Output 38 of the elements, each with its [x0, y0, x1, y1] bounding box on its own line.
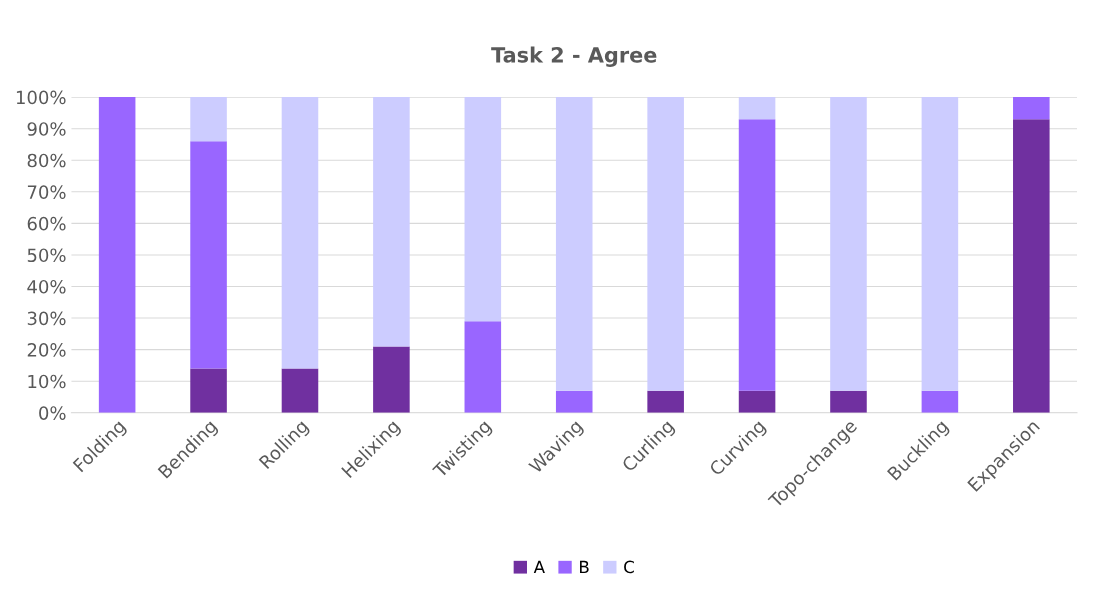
legend-label: A	[533, 560, 545, 573]
bar	[738, 390, 776, 413]
bar	[1013, 119, 1050, 413]
bar	[921, 97, 959, 391]
y-tick-label: 60%	[27, 216, 66, 231]
bar	[738, 97, 776, 120]
y-tick-label: 10%	[28, 374, 66, 389]
bar	[373, 97, 410, 347]
bar	[830, 97, 867, 391]
y-tick-label: 80%	[27, 153, 66, 168]
y-tick-label: 70%	[27, 185, 66, 199]
legend-label: C	[624, 560, 634, 574]
bar	[647, 390, 684, 413]
y-tick-label: 0%	[39, 406, 66, 420]
chart-title: Task 2 - Agree	[491, 46, 657, 67]
bar	[555, 97, 593, 391]
bar	[738, 119, 776, 391]
legend-label: B	[580, 560, 589, 573]
bar	[921, 390, 959, 413]
bar	[555, 390, 593, 413]
y-tick-label: 30%	[27, 311, 66, 326]
bar	[190, 141, 227, 369]
bar	[190, 97, 227, 142]
bar	[464, 321, 502, 413]
y-tick-label: 90%	[27, 122, 66, 136]
bar	[281, 97, 319, 369]
bar	[830, 390, 867, 413]
y-tick-label: 100%	[16, 90, 66, 105]
bar	[281, 368, 319, 413]
y-tick-label: 40%	[27, 279, 66, 294]
bar	[373, 346, 410, 413]
bar	[647, 97, 684, 391]
bar	[1013, 97, 1050, 120]
y-tick-label: 20%	[27, 343, 66, 357]
y-tick-label: 50%	[27, 248, 66, 263]
bar	[190, 368, 227, 413]
bar	[98, 97, 136, 413]
bar	[464, 97, 502, 322]
